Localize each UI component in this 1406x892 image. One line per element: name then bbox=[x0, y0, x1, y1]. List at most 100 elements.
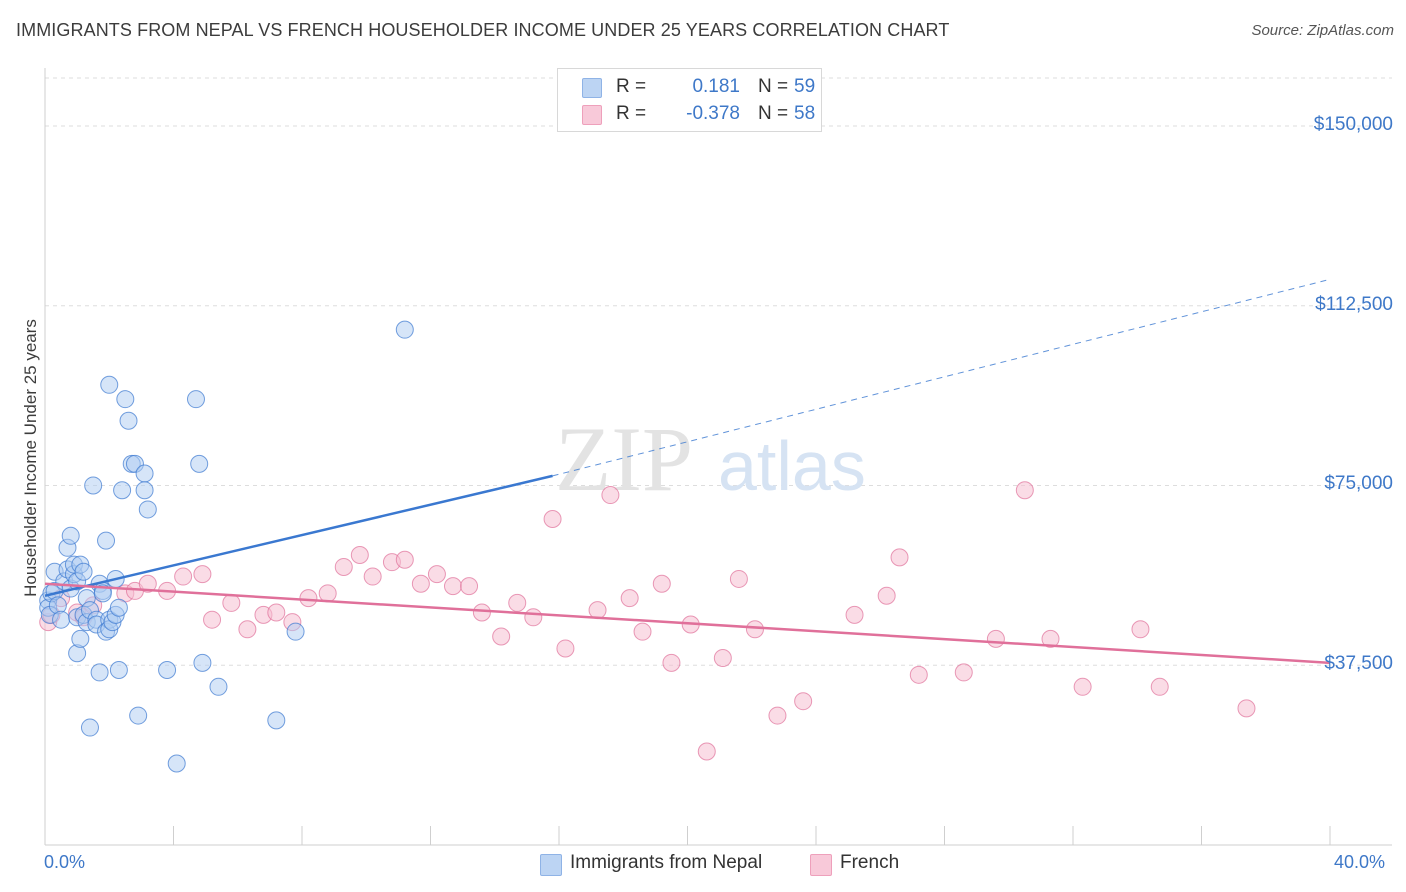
point-nepal bbox=[80, 718, 99, 737]
point-nepal bbox=[129, 706, 148, 725]
point-nepal bbox=[90, 663, 109, 682]
point-french bbox=[460, 577, 479, 596]
point-french bbox=[1131, 620, 1150, 639]
point-nepal bbox=[109, 661, 128, 680]
point-french bbox=[492, 627, 511, 646]
point-nepal bbox=[74, 562, 93, 581]
legend-r-value: 0.181 bbox=[692, 76, 740, 97]
y-tick-label: $112,500 bbox=[1315, 293, 1393, 315]
point-nepal bbox=[93, 584, 112, 603]
point-nepal bbox=[116, 390, 135, 409]
y-tick-label: $150,000 bbox=[1313, 113, 1393, 135]
point-french bbox=[427, 565, 446, 584]
point-nepal bbox=[135, 464, 154, 483]
point-french bbox=[411, 574, 430, 593]
axes bbox=[44, 68, 1392, 846]
point-french bbox=[697, 742, 716, 761]
point-french bbox=[1073, 677, 1092, 696]
point-nepal bbox=[193, 653, 212, 672]
stats-legend: R = 0.181 N = 59 R = -0.378 N = 58 bbox=[557, 68, 822, 132]
point-nepal bbox=[167, 754, 186, 773]
trend-line-nepal-projection bbox=[552, 278, 1331, 477]
legend-r-label: R = bbox=[616, 103, 647, 124]
point-nepal bbox=[97, 531, 116, 550]
point-nepal bbox=[71, 629, 90, 648]
point-nepal bbox=[267, 711, 286, 730]
point-french bbox=[620, 589, 639, 608]
legend-r-label: R = bbox=[616, 76, 647, 97]
point-nepal bbox=[113, 481, 132, 500]
point-french bbox=[794, 692, 813, 711]
point-french bbox=[633, 622, 652, 641]
legend-n-label: N = bbox=[758, 103, 789, 124]
point-french bbox=[877, 586, 896, 605]
point-french bbox=[601, 486, 620, 505]
legend-n-value: 59 bbox=[794, 76, 816, 97]
point-french bbox=[1015, 481, 1034, 500]
point-french bbox=[238, 620, 257, 639]
legend-label-nepal: Immigrants from Nepal bbox=[570, 852, 763, 873]
x-tick-label-max: 40.0% bbox=[1334, 852, 1386, 872]
point-nepal bbox=[135, 481, 154, 500]
point-french bbox=[318, 584, 337, 603]
point-french bbox=[588, 601, 607, 620]
point-french bbox=[222, 593, 241, 612]
point-nepal bbox=[395, 320, 414, 339]
point-french bbox=[729, 569, 748, 588]
point-nepal bbox=[119, 411, 138, 430]
point-french bbox=[193, 565, 212, 584]
legend-swatch-nepal bbox=[540, 854, 562, 876]
point-french bbox=[299, 589, 318, 608]
point-french bbox=[174, 567, 193, 586]
point-french bbox=[556, 639, 575, 658]
x-tick-label-min: 0.0% bbox=[44, 852, 86, 872]
watermark-atlas: atlas bbox=[718, 427, 866, 505]
legend-swatch-french bbox=[582, 105, 602, 125]
point-french bbox=[363, 567, 382, 586]
point-nepal bbox=[286, 622, 305, 641]
point-french bbox=[472, 603, 491, 622]
series-nepal-points bbox=[39, 320, 414, 773]
legend-swatch-nepal bbox=[582, 78, 602, 98]
point-french bbox=[986, 629, 1005, 648]
point-nepal bbox=[190, 454, 209, 473]
point-french bbox=[543, 510, 562, 529]
point-french bbox=[395, 550, 414, 569]
trend-line-french bbox=[44, 582, 1331, 665]
y-axis-title: Householder Income Under 25 years bbox=[21, 319, 40, 597]
legend-r-value: -0.378 bbox=[686, 103, 740, 124]
point-french bbox=[1150, 677, 1169, 696]
legend-n-value: 58 bbox=[794, 103, 816, 124]
point-french bbox=[745, 620, 764, 639]
point-french bbox=[713, 649, 732, 668]
point-french bbox=[508, 593, 527, 612]
point-french bbox=[267, 603, 286, 622]
point-french bbox=[350, 545, 369, 564]
point-nepal bbox=[100, 375, 119, 394]
y-tick-label: $37,500 bbox=[1324, 653, 1393, 675]
point-french bbox=[662, 653, 681, 672]
point-french bbox=[524, 608, 543, 627]
point-french bbox=[890, 548, 909, 567]
point-nepal bbox=[52, 610, 71, 629]
point-nepal bbox=[109, 598, 128, 617]
point-french bbox=[138, 574, 157, 593]
point-nepal bbox=[186, 390, 205, 409]
legend-swatch-french bbox=[810, 854, 832, 876]
point-french bbox=[1041, 629, 1060, 648]
legend-n-label: N = bbox=[758, 76, 789, 97]
point-french bbox=[203, 610, 222, 629]
point-french bbox=[652, 574, 671, 593]
watermark-zip: ZIP bbox=[555, 408, 693, 510]
grid-lines bbox=[45, 77, 1392, 666]
chart-title: IMMIGRANTS FROM NEPAL VS FRENCH HOUSEHOL… bbox=[16, 20, 950, 40]
point-nepal bbox=[158, 661, 177, 680]
point-french bbox=[1237, 699, 1256, 718]
source-label: Source: ZipAtlas.com bbox=[1251, 22, 1394, 39]
point-french bbox=[909, 665, 928, 684]
point-nepal bbox=[84, 476, 103, 495]
point-french bbox=[768, 706, 787, 725]
trend-lines bbox=[44, 278, 1331, 665]
point-french bbox=[443, 577, 462, 596]
